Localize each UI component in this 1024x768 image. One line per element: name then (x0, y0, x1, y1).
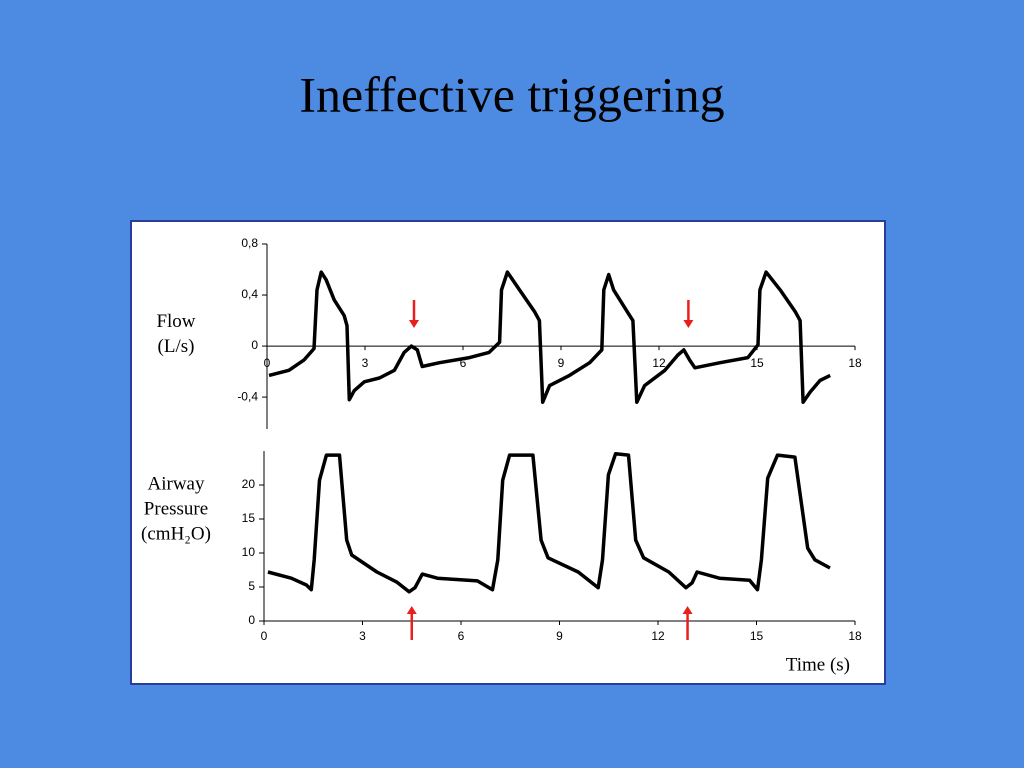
y-tick-label: 20 (242, 477, 256, 491)
slide-title: Ineffective triggering (299, 66, 724, 122)
y-tick-label: 5 (248, 579, 255, 593)
x-tick-label: 3 (362, 356, 369, 370)
x-tick-label: 0 (261, 629, 268, 643)
data-line (267, 451, 831, 594)
x-tick-label: 12 (652, 356, 666, 370)
x-tick-label: 12 (651, 629, 665, 643)
annotation-arrow (409, 300, 419, 328)
x-tick-label: 9 (558, 356, 565, 370)
x-tick-label: 6 (458, 629, 465, 643)
annotation-arrow (406, 606, 417, 640)
y-tick-label: -0,4 (237, 389, 258, 403)
y-tick-label: 15 (242, 511, 256, 525)
arrow-head (683, 320, 694, 328)
y-tick-label: 0,4 (241, 287, 258, 301)
x-tick-label: 18 (848, 629, 862, 643)
annotation-arrow (683, 300, 694, 328)
x-tick-label: 9 (556, 629, 563, 643)
y-axis-label: Airway (148, 473, 205, 494)
y-axis-label: Pressure (144, 498, 208, 519)
x-tick-label: 0 (264, 356, 271, 370)
arrow-head (409, 320, 419, 328)
y-tick-label: 0,8 (241, 236, 258, 250)
x-tick-label: 15 (750, 356, 764, 370)
arrow-head (682, 606, 693, 614)
x-tick-label: 15 (750, 629, 764, 643)
y-axis-label: Flow (156, 311, 195, 332)
x-tick-label: 3 (359, 629, 366, 643)
y-tick-label: 0 (248, 613, 255, 627)
y-tick-label: 0 (251, 338, 258, 352)
y-axis-label: (L/s) (158, 336, 195, 357)
x-axis-label: Time (s) (786, 654, 850, 675)
data-line (268, 270, 831, 404)
y-tick-label: 10 (242, 545, 256, 559)
annotation-arrow (682, 606, 693, 640)
x-tick-label: 18 (848, 356, 862, 370)
x-tick-label: 6 (460, 356, 467, 370)
y-axis-label: (cmH₂O) (141, 523, 211, 544)
arrow-head (406, 606, 417, 614)
